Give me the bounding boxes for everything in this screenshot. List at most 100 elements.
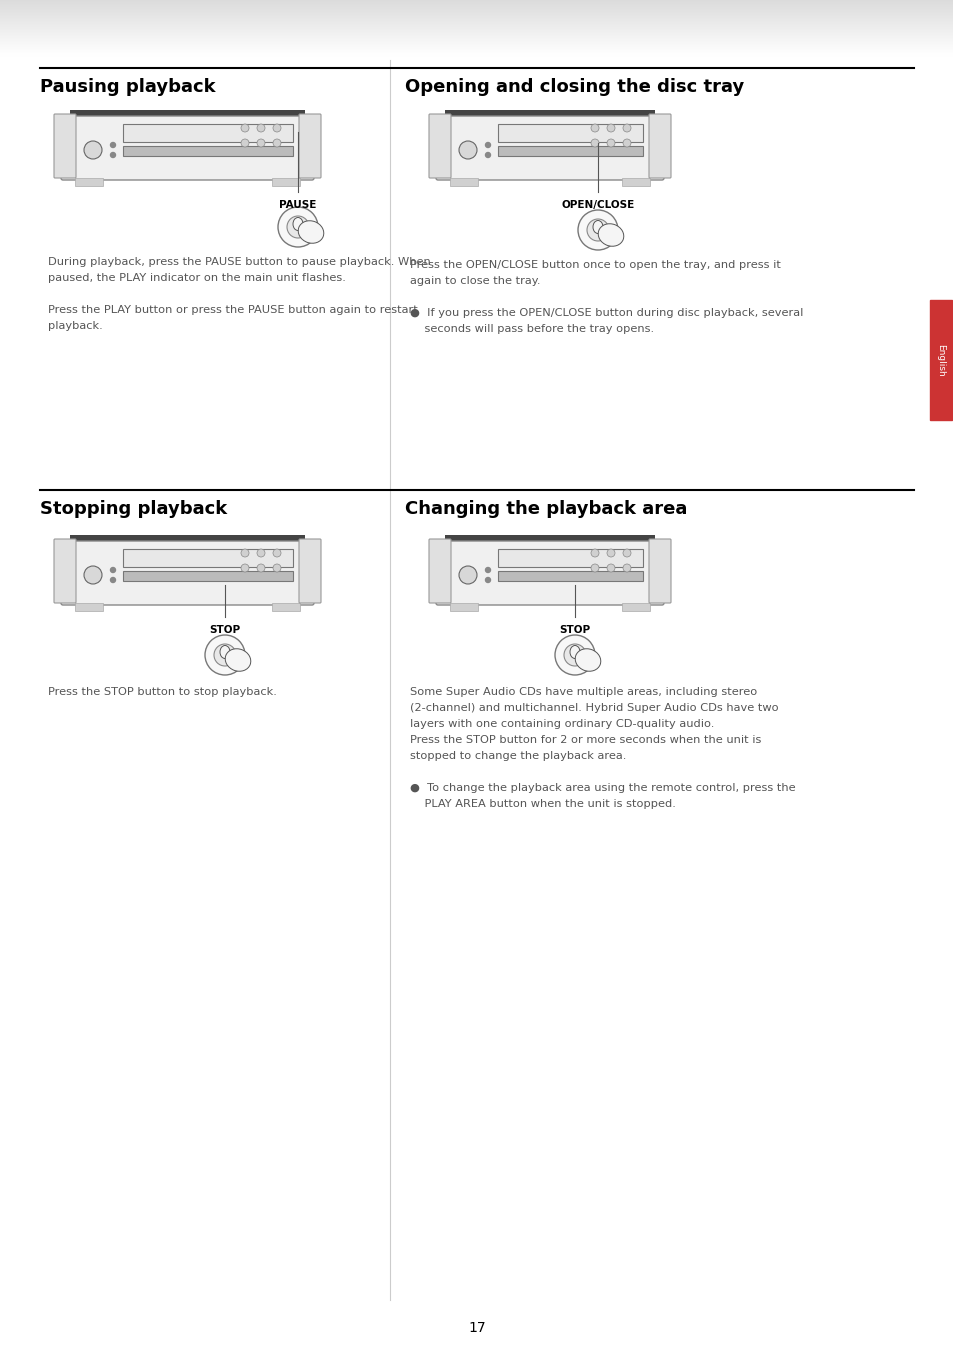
Circle shape — [111, 567, 115, 572]
Text: Some Super Audio CDs have multiple areas, including stereo: Some Super Audio CDs have multiple areas… — [410, 687, 757, 697]
Circle shape — [555, 634, 595, 675]
Ellipse shape — [569, 645, 579, 659]
Circle shape — [590, 549, 598, 558]
Circle shape — [563, 644, 585, 666]
Circle shape — [590, 139, 598, 147]
Text: PAUSE: PAUSE — [279, 200, 316, 211]
Circle shape — [84, 140, 102, 159]
Bar — [497, 124, 642, 142]
Bar — [70, 109, 305, 119]
Circle shape — [606, 549, 615, 558]
Ellipse shape — [593, 220, 602, 234]
Circle shape — [256, 564, 265, 572]
FancyBboxPatch shape — [298, 113, 320, 178]
Text: OPEN/CLOSE: OPEN/CLOSE — [560, 200, 634, 211]
Circle shape — [485, 567, 490, 572]
Circle shape — [287, 216, 309, 238]
Circle shape — [622, 549, 630, 558]
Text: English: English — [936, 344, 944, 377]
Circle shape — [213, 644, 235, 666]
Circle shape — [84, 566, 102, 585]
Bar — [75, 603, 103, 612]
Text: Press the PLAY button or press the PAUSE button again to restart: Press the PLAY button or press the PAUSE… — [48, 305, 417, 315]
Text: 17: 17 — [468, 1322, 485, 1335]
Text: layers with one containing ordinary CD-quality audio.: layers with one containing ordinary CD-q… — [410, 720, 714, 729]
Circle shape — [606, 124, 615, 132]
Circle shape — [622, 124, 630, 132]
Text: STOP: STOP — [558, 625, 590, 634]
Text: During playback, press the PAUSE button to pause playback. When: During playback, press the PAUSE button … — [48, 256, 431, 267]
Circle shape — [241, 549, 249, 558]
Circle shape — [111, 578, 115, 582]
Bar — [450, 603, 477, 612]
Circle shape — [273, 564, 281, 572]
Bar — [123, 549, 293, 567]
Bar — [450, 178, 477, 186]
Circle shape — [256, 139, 265, 147]
Circle shape — [485, 153, 490, 158]
Circle shape — [622, 564, 630, 572]
Bar — [444, 535, 655, 544]
Circle shape — [458, 140, 476, 159]
Text: Changing the playback area: Changing the playback area — [405, 500, 687, 518]
FancyBboxPatch shape — [429, 539, 451, 603]
Text: stopped to change the playback area.: stopped to change the playback area. — [410, 751, 626, 761]
Circle shape — [256, 549, 265, 558]
FancyBboxPatch shape — [54, 539, 76, 603]
Text: playback.: playback. — [48, 321, 103, 331]
Bar — [497, 146, 642, 157]
Bar — [497, 549, 642, 567]
Circle shape — [273, 124, 281, 132]
Text: Press the OPEN/CLOSE button once to open the tray, and press it: Press the OPEN/CLOSE button once to open… — [410, 261, 781, 270]
Text: Press the STOP button for 2 or more seconds when the unit is: Press the STOP button for 2 or more seco… — [410, 734, 760, 745]
Circle shape — [205, 634, 245, 675]
Bar — [621, 603, 649, 612]
Bar — [272, 603, 299, 612]
Circle shape — [458, 566, 476, 585]
Circle shape — [277, 207, 317, 247]
Circle shape — [586, 219, 608, 242]
FancyBboxPatch shape — [61, 541, 314, 605]
FancyBboxPatch shape — [648, 539, 670, 603]
Circle shape — [256, 124, 265, 132]
Bar — [929, 300, 951, 420]
Text: ●  If you press the OPEN/CLOSE button during disc playback, several: ● If you press the OPEN/CLOSE button dur… — [410, 308, 802, 319]
FancyBboxPatch shape — [436, 116, 663, 180]
Text: paused, the PLAY indicator on the main unit flashes.: paused, the PLAY indicator on the main u… — [48, 273, 346, 284]
Circle shape — [578, 211, 618, 250]
FancyBboxPatch shape — [429, 113, 451, 178]
Bar — [497, 571, 642, 580]
Text: (2-channel) and multichannel. Hybrid Super Audio CDs have two: (2-channel) and multichannel. Hybrid Sup… — [410, 703, 778, 713]
Bar — [70, 535, 305, 544]
Text: Pausing playback: Pausing playback — [40, 78, 215, 96]
FancyBboxPatch shape — [648, 113, 670, 178]
Bar — [272, 178, 299, 186]
Ellipse shape — [293, 217, 303, 231]
Text: again to close the tray.: again to close the tray. — [410, 275, 540, 286]
Circle shape — [485, 578, 490, 582]
Text: Press the STOP button to stop playback.: Press the STOP button to stop playback. — [48, 687, 276, 697]
FancyBboxPatch shape — [61, 116, 314, 180]
Text: Stopping playback: Stopping playback — [40, 500, 227, 518]
Ellipse shape — [225, 649, 251, 671]
Ellipse shape — [220, 645, 230, 659]
Circle shape — [241, 124, 249, 132]
Text: ●  To change the playback area using the remote control, press the: ● To change the playback area using the … — [410, 783, 795, 792]
Text: seconds will pass before the tray opens.: seconds will pass before the tray opens. — [410, 324, 654, 333]
Circle shape — [273, 549, 281, 558]
FancyBboxPatch shape — [298, 539, 320, 603]
Circle shape — [606, 564, 615, 572]
Bar — [123, 146, 293, 157]
Ellipse shape — [298, 221, 323, 243]
Circle shape — [485, 143, 490, 147]
Bar — [123, 124, 293, 142]
FancyBboxPatch shape — [54, 113, 76, 178]
Circle shape — [111, 143, 115, 147]
Circle shape — [241, 564, 249, 572]
Bar — [444, 109, 655, 119]
Text: Opening and closing the disc tray: Opening and closing the disc tray — [405, 78, 743, 96]
Text: PLAY AREA button when the unit is stopped.: PLAY AREA button when the unit is stoppe… — [410, 799, 675, 809]
Text: STOP: STOP — [210, 625, 240, 634]
Ellipse shape — [575, 649, 600, 671]
Circle shape — [590, 564, 598, 572]
